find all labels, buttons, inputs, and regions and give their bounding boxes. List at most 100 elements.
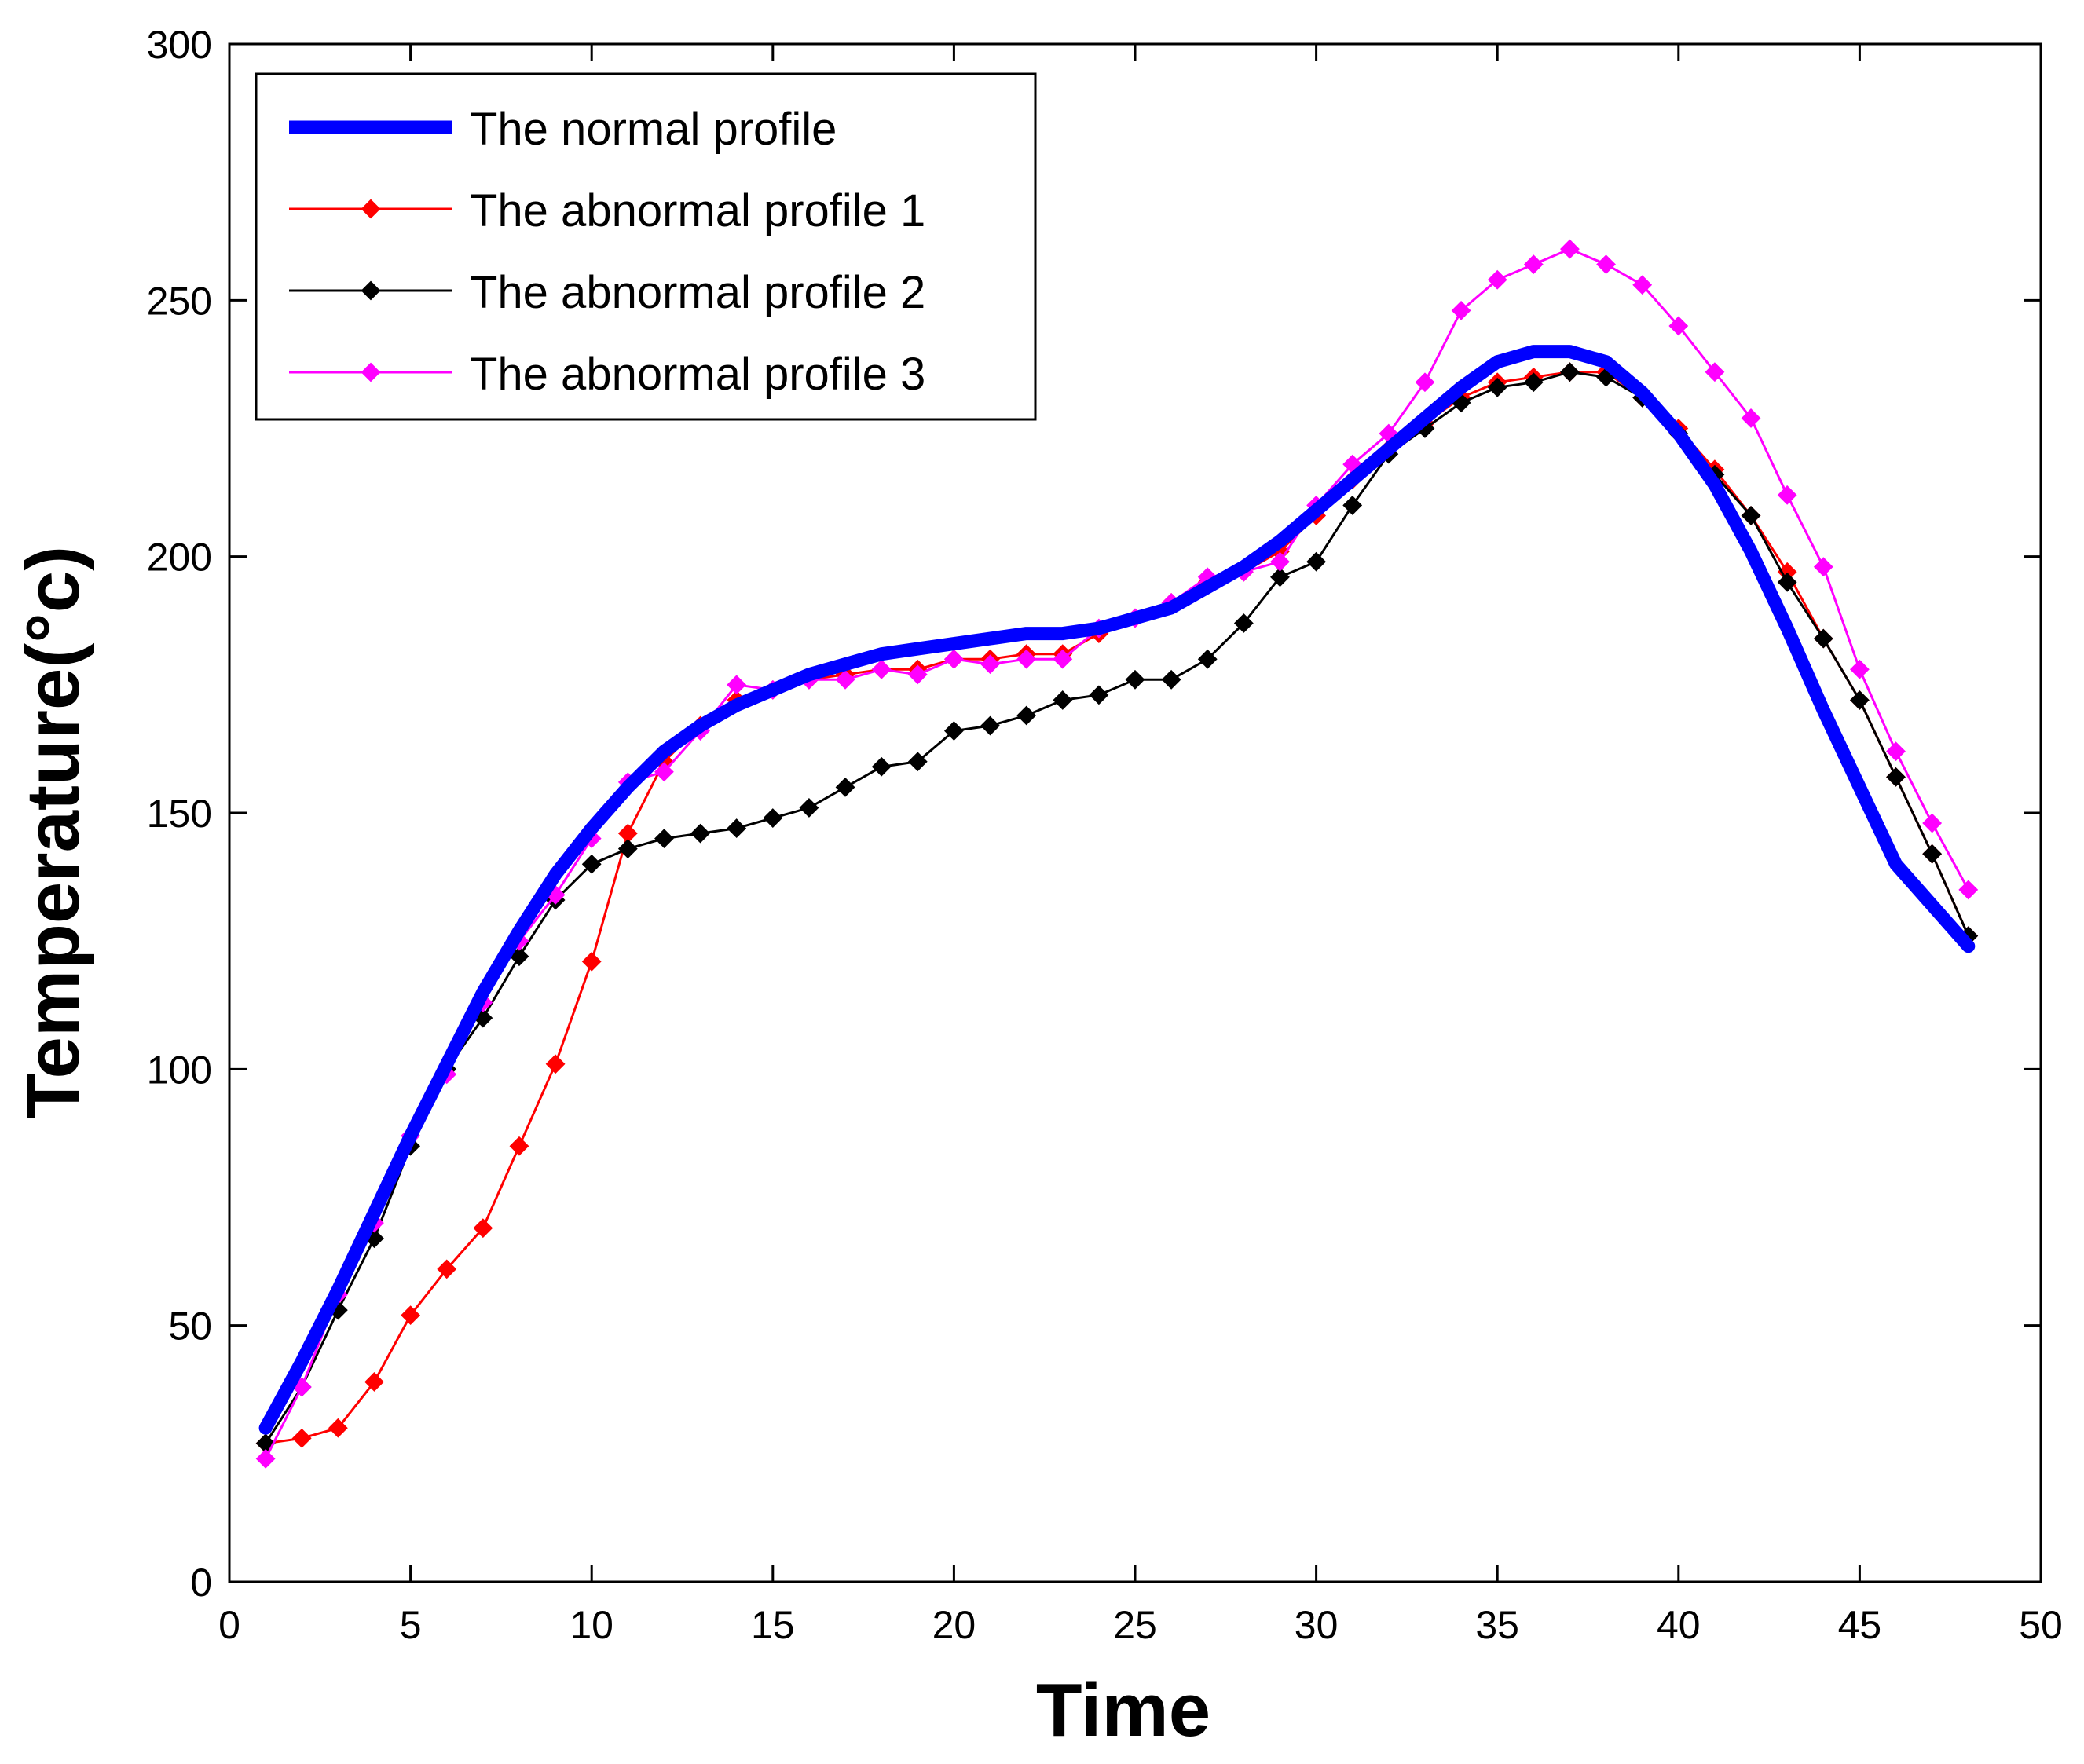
data-point bbox=[727, 818, 747, 838]
series-1 bbox=[258, 345, 1976, 1435]
data-point bbox=[1668, 316, 1689, 336]
data-point bbox=[763, 808, 783, 828]
data-point bbox=[401, 1305, 421, 1326]
legend-label: The abnormal profile 2 bbox=[470, 267, 925, 318]
data-point bbox=[1016, 705, 1037, 726]
data-point bbox=[328, 1418, 348, 1438]
data-point bbox=[1233, 613, 1254, 633]
data-point bbox=[1596, 254, 1616, 275]
x-tick-label: 0 bbox=[218, 1603, 240, 1647]
data-point bbox=[1451, 300, 1471, 320]
data-point bbox=[1270, 567, 1290, 587]
axes: 0 5 10 15 20 25 30 35 40 45 50 0 50 100 150 200 250 300 bbox=[147, 23, 2063, 1647]
data-point bbox=[1849, 690, 1870, 710]
x-tick-label: 30 bbox=[1295, 1603, 1339, 1647]
data-point bbox=[1270, 551, 1290, 572]
data-point bbox=[835, 777, 855, 797]
data-point bbox=[1089, 685, 1109, 705]
data-point bbox=[1487, 377, 1507, 397]
data-point bbox=[509, 1136, 529, 1156]
y-axis-title: Temperature(°c) bbox=[11, 546, 95, 1119]
data-point bbox=[1741, 408, 1761, 428]
data-point bbox=[1922, 844, 1943, 864]
data-point bbox=[1523, 372, 1544, 393]
data-point bbox=[473, 1218, 493, 1239]
data-point bbox=[581, 951, 602, 972]
legend-label: The abnormal profile 1 bbox=[470, 185, 925, 236]
data-point bbox=[1415, 372, 1435, 393]
data-point bbox=[980, 654, 1000, 675]
data-point bbox=[980, 715, 1000, 736]
series-group bbox=[255, 239, 1979, 1469]
y-tick-label: 100 bbox=[147, 1048, 212, 1092]
x-tick-label: 15 bbox=[751, 1603, 795, 1647]
data-point bbox=[1342, 495, 1363, 515]
data-point bbox=[907, 664, 928, 685]
data-point bbox=[943, 721, 964, 741]
data-point bbox=[1813, 557, 1833, 577]
data-point bbox=[943, 649, 964, 669]
x-tick-label: 5 bbox=[400, 1603, 422, 1647]
data-point bbox=[1161, 669, 1181, 690]
y-tick-label: 200 bbox=[147, 536, 212, 580]
data-point bbox=[617, 839, 638, 859]
data-point bbox=[1886, 767, 1906, 787]
x-tick-label: 10 bbox=[570, 1603, 613, 1647]
data-point bbox=[1487, 269, 1507, 290]
data-point bbox=[1523, 254, 1544, 275]
legend-label: The abnormal profile 3 bbox=[470, 349, 925, 400]
data-point bbox=[871, 659, 892, 679]
data-point bbox=[835, 669, 855, 690]
series-line bbox=[258, 345, 1976, 1435]
legend-marker bbox=[361, 280, 381, 301]
x-tick-label: 20 bbox=[932, 1603, 976, 1647]
data-point bbox=[1886, 741, 1906, 762]
data-point bbox=[1958, 880, 1979, 900]
data-point bbox=[1053, 649, 1073, 669]
data-point bbox=[545, 1054, 566, 1074]
x-tick-label: 45 bbox=[1838, 1603, 1882, 1647]
data-point bbox=[1125, 669, 1145, 690]
y-tick-label: 250 bbox=[147, 279, 212, 323]
data-point bbox=[1053, 690, 1073, 710]
data-point bbox=[1197, 649, 1218, 669]
data-point bbox=[1016, 649, 1037, 669]
data-point bbox=[1813, 628, 1833, 649]
data-point bbox=[727, 675, 747, 695]
data-point bbox=[1632, 275, 1653, 295]
x-tick-label: 35 bbox=[1475, 1603, 1519, 1647]
x-axis-title: Time bbox=[1036, 1668, 1210, 1752]
data-point bbox=[437, 1259, 457, 1279]
y-tick-label: 150 bbox=[147, 792, 212, 836]
data-point bbox=[1777, 485, 1797, 505]
data-point bbox=[1777, 572, 1797, 592]
data-point bbox=[1306, 551, 1327, 572]
data-point bbox=[1560, 362, 1580, 382]
legend: The normal profile The abnormal profile 1… bbox=[255, 72, 1037, 421]
data-point bbox=[1705, 362, 1725, 382]
x-tick-label: 40 bbox=[1657, 1603, 1701, 1647]
x-tick-label: 25 bbox=[1113, 1603, 1157, 1647]
data-point bbox=[581, 854, 602, 874]
data-point bbox=[907, 752, 928, 772]
data-point bbox=[799, 798, 819, 818]
data-point bbox=[1849, 659, 1870, 679]
legend-marker bbox=[361, 199, 381, 219]
data-point bbox=[654, 829, 674, 849]
x-tick-label: 50 bbox=[2019, 1603, 2063, 1647]
data-point bbox=[871, 756, 892, 777]
data-point bbox=[291, 1428, 312, 1448]
y-tick-label: 50 bbox=[168, 1305, 212, 1349]
data-point bbox=[654, 762, 674, 782]
y-tick-label: 0 bbox=[190, 1561, 212, 1605]
data-point bbox=[1560, 239, 1580, 259]
data-point bbox=[1741, 506, 1761, 525]
data-point bbox=[690, 823, 710, 844]
legend-marker bbox=[361, 362, 381, 382]
y-tick-label: 300 bbox=[147, 23, 212, 67]
legend-label: The normal profile bbox=[470, 104, 837, 155]
data-point bbox=[1922, 813, 1943, 833]
data-point bbox=[255, 1448, 276, 1469]
data-point bbox=[364, 1372, 384, 1392]
